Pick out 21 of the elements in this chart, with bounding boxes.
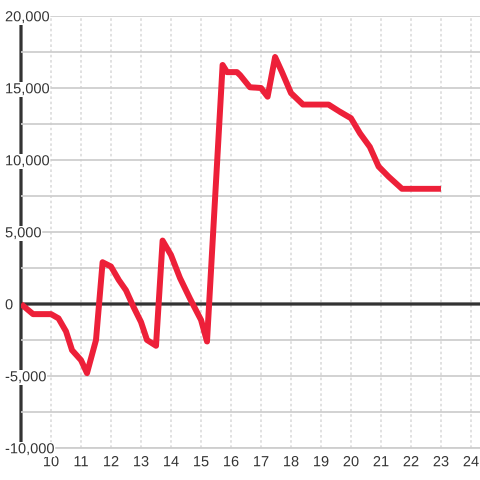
x-tick-label: 22 — [404, 456, 418, 466]
y-tick-label: 20,000 — [6, 11, 50, 24]
x-tick-label: 12 — [104, 456, 118, 466]
x-tick-label: 20 — [344, 456, 359, 466]
x-tick-label: 19 — [314, 456, 328, 466]
y-tick-label: 15,000 — [6, 83, 50, 96]
x-tick-label: 15 — [194, 456, 208, 466]
y-tick-label: 5,000 — [6, 227, 41, 240]
x-tick-label: 11 — [74, 456, 88, 466]
y-tick-label: -10,000 — [6, 443, 54, 456]
y-tick-label: -5,000 — [6, 371, 46, 384]
x-tick-label: 21 — [374, 456, 388, 466]
x-tick-label: 24 — [464, 456, 479, 466]
x-tick-label: 23 — [434, 456, 448, 466]
y-tick-label: 10,000 — [6, 155, 50, 168]
x-tick-label: 18 — [284, 456, 298, 466]
y-tick-label: 0 — [6, 299, 13, 310]
x-tick-label: 14 — [164, 456, 179, 466]
x-tick-label: 13 — [134, 456, 148, 466]
x-tick-label: 17 — [254, 456, 268, 466]
x-tick-label: 16 — [224, 456, 238, 466]
